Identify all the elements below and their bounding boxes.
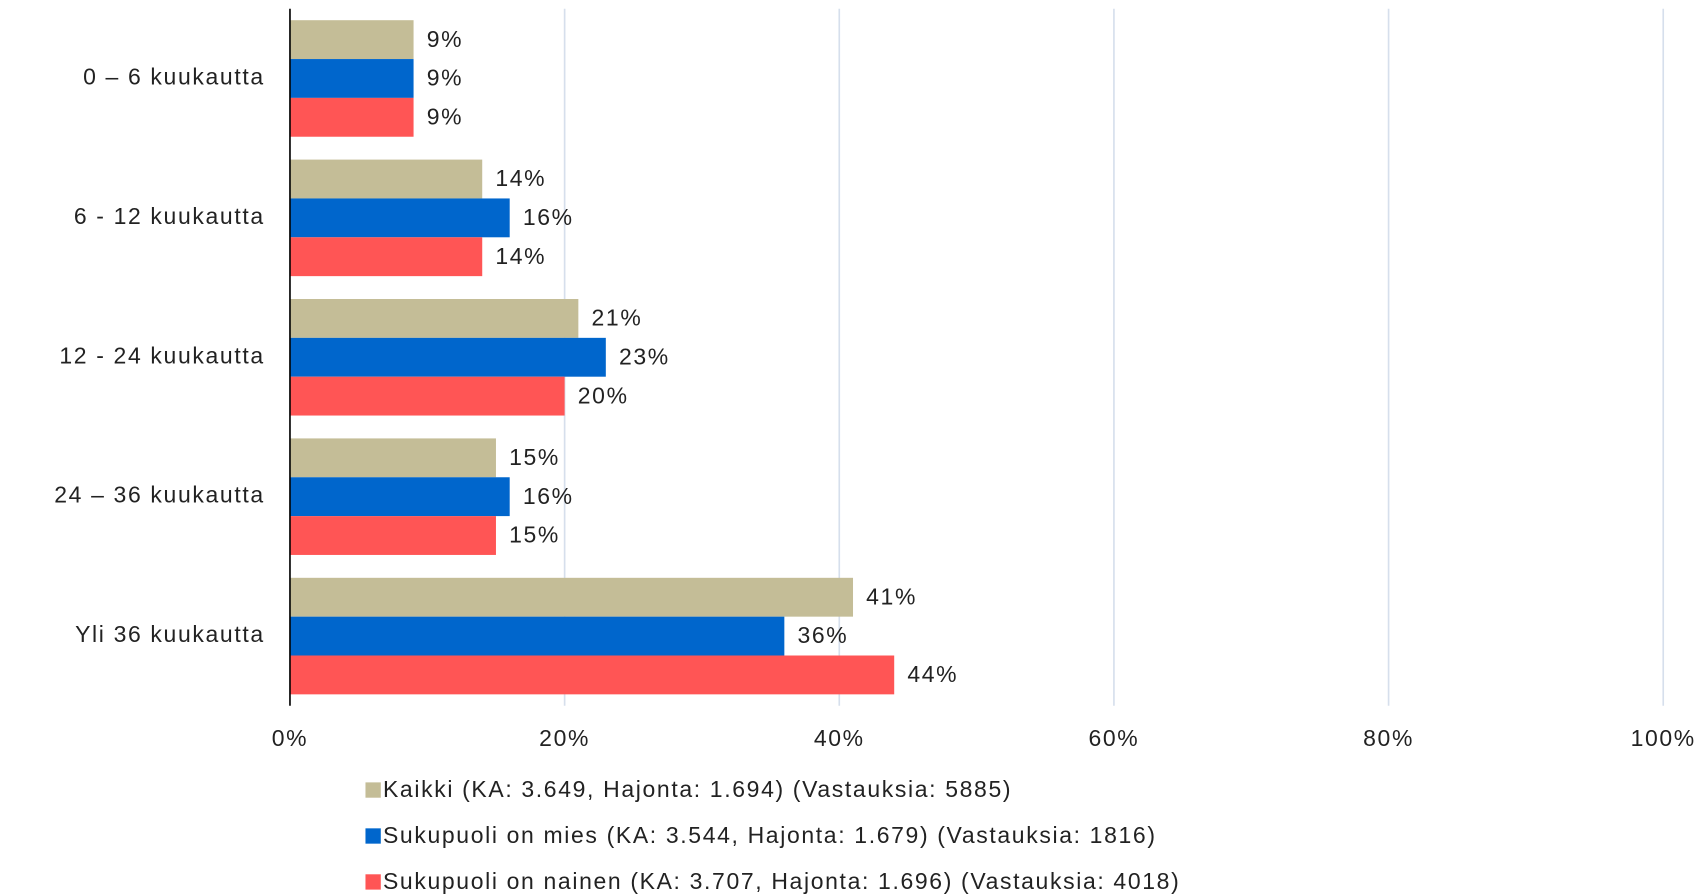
bar bbox=[289, 438, 496, 478]
bar bbox=[289, 337, 606, 377]
legend-label: Kaikki (KA: 3.649, Hajonta: 1.694) (Vast… bbox=[383, 776, 1012, 802]
bar bbox=[289, 159, 483, 199]
bar bbox=[289, 97, 414, 137]
legend-swatch bbox=[365, 874, 381, 890]
data-label: 9% bbox=[427, 26, 463, 52]
bar bbox=[289, 655, 895, 695]
data-label: 9% bbox=[427, 103, 463, 129]
data-label: 44% bbox=[907, 661, 958, 687]
data-label: 36% bbox=[797, 622, 848, 648]
bar bbox=[289, 237, 483, 277]
x-tick-label: 80% bbox=[1363, 725, 1414, 751]
bar bbox=[289, 516, 496, 555]
data-label: 21% bbox=[591, 305, 642, 331]
x-tick-label: 20% bbox=[539, 725, 590, 751]
x-tick-label: 40% bbox=[814, 725, 865, 751]
bar bbox=[289, 198, 510, 238]
data-label: 15% bbox=[509, 522, 560, 548]
x-tick-label: 100% bbox=[1631, 725, 1696, 751]
y-tick-label: Yli 36 kuukautta bbox=[75, 621, 265, 647]
y-tick-label: 6 - 12 kuukautta bbox=[74, 203, 265, 229]
bar bbox=[289, 59, 414, 98]
bar bbox=[289, 616, 785, 656]
data-label: 20% bbox=[578, 382, 629, 408]
data-label: 9% bbox=[427, 65, 463, 91]
bar bbox=[289, 477, 510, 517]
data-label: 14% bbox=[495, 165, 546, 191]
legend-swatch bbox=[365, 828, 381, 844]
bar bbox=[289, 577, 854, 617]
bar bbox=[289, 376, 565, 416]
data-label: 16% bbox=[523, 483, 574, 509]
data-label: 15% bbox=[509, 444, 560, 470]
data-label: 41% bbox=[866, 583, 917, 609]
y-tick-label: 0 – 6 kuukautta bbox=[83, 64, 265, 90]
x-tick-label: 60% bbox=[1088, 725, 1139, 751]
legend-label: Sukupuoli on nainen (KA: 3.707, Hajonta:… bbox=[383, 868, 1180, 894]
bar bbox=[289, 20, 414, 60]
legend-swatch bbox=[365, 782, 381, 798]
y-tick-label: 24 – 36 kuukautta bbox=[54, 482, 265, 508]
y-tick-label: 12 - 24 kuukautta bbox=[59, 342, 264, 368]
legend-label: Sukupuoli on mies (KA: 3.544, Hajonta: 1… bbox=[383, 822, 1157, 848]
data-label: 14% bbox=[495, 243, 546, 269]
data-label: 23% bbox=[619, 343, 670, 369]
bar bbox=[289, 299, 579, 338]
x-tick-label: 0% bbox=[272, 725, 308, 751]
data-label: 16% bbox=[523, 204, 574, 230]
